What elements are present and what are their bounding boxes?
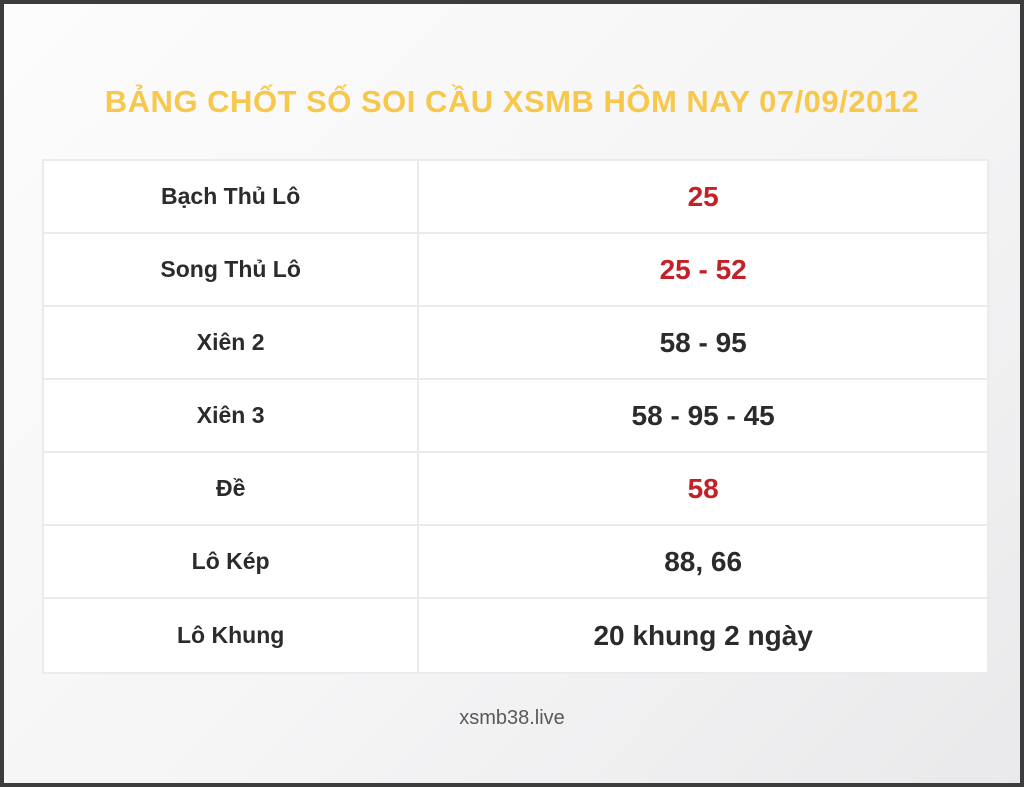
row-label: Lô Kép (44, 526, 420, 597)
row-label: Song Thủ Lô (44, 234, 420, 305)
row-label: Bạch Thủ Lô (44, 161, 420, 232)
site-watermark: xsmb38.live (459, 707, 565, 729)
table-row: Bạch Thủ Lô 25 (44, 161, 987, 234)
row-label: Lô Khung (44, 599, 420, 672)
row-label: Xiên 3 (44, 380, 420, 451)
table-row: Lô Khung 20 khung 2 ngày (44, 599, 987, 672)
table-row: Xiên 2 58 - 95 (44, 307, 987, 380)
table-row: Đề 58 (44, 453, 987, 526)
prediction-table: Bạch Thủ Lô 25 Song Thủ Lô 25 - 52 Xiên 2 58 … (42, 159, 989, 674)
row-value: 25 - 52 (659, 253, 747, 285)
row-label: Xiên 2 (44, 307, 420, 378)
row-value: 58 - 95 - 45 (631, 399, 775, 431)
page-title: BẢNG CHỐT SỐ SOI CẦU XSMB HÔM NAY 07/09/… (104, 84, 920, 119)
row-label: Đề (44, 453, 420, 524)
row-value: 88, 66 (664, 545, 743, 577)
table-row: Lô Kép 88, 66 (44, 526, 987, 599)
row-value: 25 (687, 180, 719, 212)
table-row: Song Thủ Lô 25 - 52 (44, 234, 987, 307)
row-value: 20 khung 2 ngày (593, 619, 813, 651)
table-row: Xiên 3 58 - 95 - 45 (44, 380, 987, 453)
row-value: 58 (687, 472, 719, 504)
row-value: 58 - 95 (659, 326, 747, 358)
